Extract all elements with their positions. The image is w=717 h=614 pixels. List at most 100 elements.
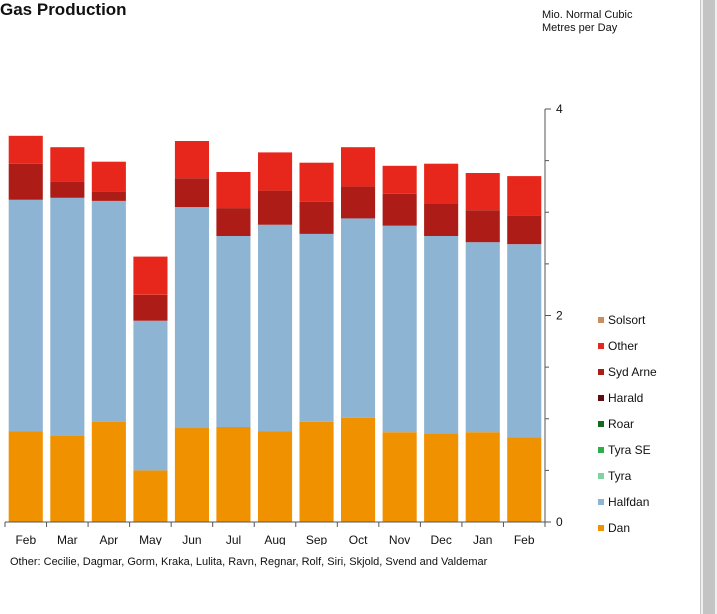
x-tick-label: Jan xyxy=(473,533,492,545)
legend-swatch xyxy=(598,342,604,349)
bar-segment-other-0 xyxy=(8,135,43,164)
bar-segment-dan-12 xyxy=(507,437,542,522)
x-tick-label: Feb xyxy=(514,533,535,545)
x-tick-label: Sep xyxy=(306,533,328,545)
y-tick-label: 0 xyxy=(556,515,563,529)
bar-segment-dan-3 xyxy=(133,470,168,522)
bar-segment-syd-arne-9 xyxy=(382,193,417,226)
bar-segment-halfdan-9 xyxy=(382,225,417,433)
scrollbar-thumb[interactable] xyxy=(703,0,715,614)
x-tick-label: Mar xyxy=(57,533,78,545)
bar-segment-halfdan-0 xyxy=(8,199,43,432)
bar-segment-other-10 xyxy=(424,163,459,204)
bar-segment-syd-arne-3 xyxy=(133,294,168,321)
bar-segment-other-5 xyxy=(216,172,251,209)
legend-swatch xyxy=(598,472,604,479)
legend-item-harald: Harald xyxy=(598,391,643,405)
bar-segment-syd-arne-6 xyxy=(258,190,293,225)
legend-item-syd-arne: Syd Arne xyxy=(598,365,657,379)
bar-segment-syd-arne-12 xyxy=(507,215,542,245)
bar-segment-other-11 xyxy=(465,173,500,211)
x-tick-label: Aug xyxy=(264,533,285,545)
legend-item-roar: Roar xyxy=(598,417,634,431)
bar-segment-other-1 xyxy=(50,147,85,182)
bar-segment-syd-arne-5 xyxy=(216,208,251,236)
bar-segment-halfdan-7 xyxy=(299,233,334,422)
legend-label: Harald xyxy=(608,391,644,405)
bar-segment-dan-10 xyxy=(424,433,459,522)
legend-swatch xyxy=(598,498,604,505)
legend-label: Other xyxy=(608,339,639,353)
bar-segment-dan-0 xyxy=(8,431,43,522)
bar-segment-syd-arne-10 xyxy=(424,204,459,236)
bar-segment-halfdan-12 xyxy=(507,244,542,438)
bar-segment-dan-7 xyxy=(299,421,334,522)
bar-segment-halfdan-1 xyxy=(50,197,85,436)
bar-segment-halfdan-8 xyxy=(341,218,376,418)
legend-label: Syd Arne xyxy=(608,365,657,379)
chart-legend: Solsort Other Syd Arne Harald Roar Tyra SE Tyr… xyxy=(598,0,698,540)
stacked-bar-chart: Feb Mar Apr May Jun Jul Aug Sep Oct Nov Dec Jan Feb 0… xyxy=(4,102,563,545)
bar-segment-dan-5 xyxy=(216,427,251,522)
bar-segment-halfdan-4 xyxy=(174,207,209,429)
bar-segment-dan-11 xyxy=(465,432,500,522)
bar-segment-syd-arne-8 xyxy=(341,186,376,219)
legend-swatch xyxy=(598,524,604,531)
y-tick-label: 2 xyxy=(556,309,563,323)
bar-segment-other-8 xyxy=(341,147,376,187)
legend-item-solsort: Solsort xyxy=(598,313,645,327)
bar-segment-other-2 xyxy=(91,161,126,192)
bar-segment-syd-arne-2 xyxy=(91,191,126,201)
bar-segment-dan-8 xyxy=(341,417,376,522)
bar-segment-syd-arne-7 xyxy=(299,201,334,234)
bar-segment-halfdan-10 xyxy=(424,236,459,434)
legend-item-halfdan: Halfdan xyxy=(598,495,649,509)
legend-item-other: Other xyxy=(598,339,638,353)
bar-segment-dan-1 xyxy=(50,435,85,522)
chart-title: Gas Production xyxy=(0,0,127,19)
legend-label: Halfdan xyxy=(608,495,650,509)
bar-segment-dan-6 xyxy=(258,431,293,522)
legend-swatch xyxy=(598,394,604,401)
y-axis-unit-label: Mio. Normal Cubic Metres per Day xyxy=(542,9,633,34)
chart-footnote: Other: Cecilie, Dagmar, Gorm, Kraka, Lul… xyxy=(10,556,488,568)
bar-segment-other-12 xyxy=(507,176,542,216)
bar-segment-other-9 xyxy=(382,165,417,194)
vertical-scrollbar[interactable] xyxy=(700,0,717,614)
x-tick-label: Jun xyxy=(182,533,201,545)
legend-label: Solsort xyxy=(608,313,646,327)
bar-segment-dan-4 xyxy=(174,428,209,522)
bar-segment-dan-2 xyxy=(91,421,126,522)
legend-swatch xyxy=(598,420,604,427)
x-tick-label: Nov xyxy=(389,533,410,545)
bar-segment-syd-arne-1 xyxy=(50,181,85,198)
bar-segment-halfdan-3 xyxy=(133,320,168,471)
bar-segment-syd-arne-0 xyxy=(8,163,43,200)
legend-label: Tyra SE xyxy=(608,443,651,457)
bar-segment-other-4 xyxy=(174,141,209,179)
legend-swatch xyxy=(598,368,604,375)
x-tick-label: Dec xyxy=(431,533,452,545)
legend-label: Dan xyxy=(608,521,631,535)
bar-segment-halfdan-5 xyxy=(216,236,251,427)
legend-swatch xyxy=(598,446,604,453)
legend-item-tyra: Tyra xyxy=(598,469,631,483)
legend-item-dan: Dan xyxy=(598,521,630,535)
x-tick-label: May xyxy=(139,533,162,545)
legend-label: Roar xyxy=(608,417,635,431)
bar-segment-halfdan-11 xyxy=(465,242,500,433)
bar-segment-other-3 xyxy=(133,256,168,295)
y-tick-label: 4 xyxy=(556,102,563,116)
x-tick-label: Apr xyxy=(99,533,118,545)
legend-label: Tyra xyxy=(608,469,632,483)
bar-segment-other-7 xyxy=(299,162,334,202)
legend-item-tyra-se: Tyra SE xyxy=(598,443,651,457)
bar-segment-halfdan-2 xyxy=(91,200,126,422)
x-tick-label: Jul xyxy=(226,533,241,545)
x-tick-label: Oct xyxy=(349,533,368,545)
bar-segment-other-6 xyxy=(258,152,293,191)
bar-segment-syd-arne-4 xyxy=(174,178,209,208)
bar-segment-dan-9 xyxy=(382,432,417,522)
bar-segment-syd-arne-11 xyxy=(465,210,500,243)
legend-swatch xyxy=(598,316,604,323)
